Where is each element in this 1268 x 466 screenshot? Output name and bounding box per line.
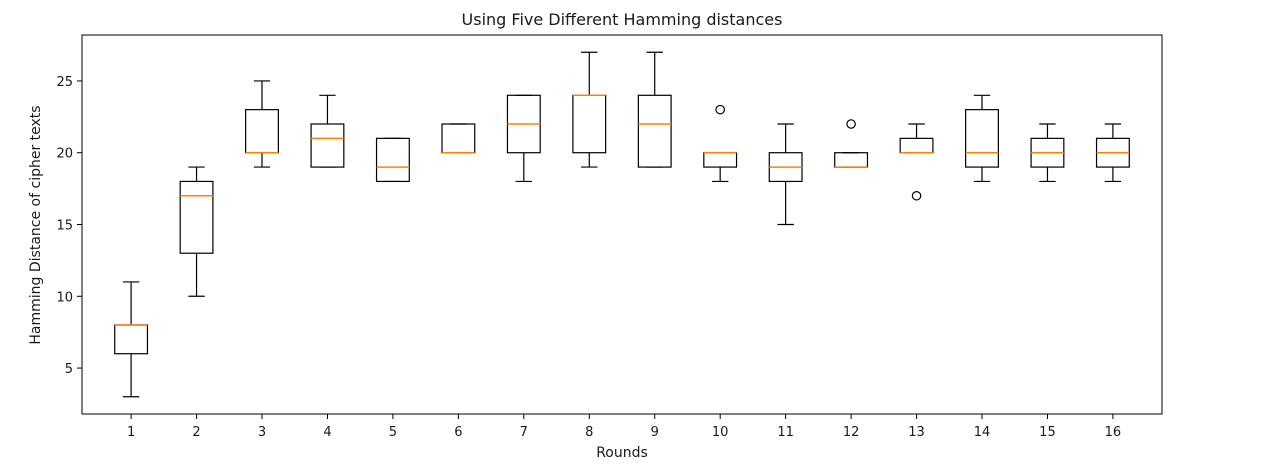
box-body (375, 137, 410, 183)
x-tick-label: 13 (908, 425, 925, 440)
box-6 (441, 123, 476, 154)
box-2 (179, 166, 214, 297)
box-1 (114, 281, 149, 398)
x-tick-label: 8 (585, 425, 593, 440)
box-13 (899, 123, 934, 201)
x-axis: 1 2 3 4 5 6 7 8 9 10 11 12 13 14 15 16 (127, 414, 1121, 440)
box-9 (637, 51, 672, 168)
box-body (310, 123, 345, 168)
box-10 (703, 104, 738, 183)
outlier-point (715, 104, 725, 115)
box-body (179, 180, 214, 254)
box-body (703, 152, 738, 168)
box-16 (1095, 123, 1130, 183)
x-tick-label: 5 (389, 425, 397, 440)
outlier-point (911, 190, 922, 201)
box-body (114, 324, 149, 355)
box-body (572, 94, 607, 154)
box-body (637, 94, 672, 168)
box-11 (768, 123, 803, 226)
outlier-point (846, 119, 856, 129)
plot-frame (81, 34, 1163, 415)
box-7 (506, 94, 541, 183)
y-tick-label: 15 (56, 219, 73, 234)
x-axis-label: Rounds (596, 445, 648, 461)
box-14 (965, 94, 999, 183)
box-12 (834, 119, 869, 168)
y-tick-label: 5 (65, 362, 73, 377)
x-tick-label: 16 (1105, 425, 1122, 440)
box-8 (572, 51, 607, 168)
x-tick-label: 15 (1039, 425, 1056, 440)
box-body (834, 152, 869, 168)
x-tick-label: 7 (520, 425, 528, 440)
chart-title: Using Five Different Hamming distances (462, 10, 783, 29)
x-tick-label: 11 (777, 425, 794, 440)
y-axis: 5 10 15 20 25 (56, 75, 82, 377)
x-tick-label: 4 (323, 425, 331, 440)
x-tick-label: 14 (974, 425, 991, 440)
box-5 (375, 137, 410, 183)
box-body (899, 137, 934, 154)
x-tick-label: 6 (454, 425, 462, 440)
x-tick-label: 10 (712, 425, 729, 440)
y-tick-label: 25 (56, 75, 73, 90)
x-tick-label: 1 (127, 425, 135, 440)
box-3 (245, 80, 279, 168)
y-tick-label: 10 (56, 290, 73, 305)
x-tick-label: 12 (843, 425, 860, 440)
y-tick-label: 20 (56, 147, 73, 162)
x-tick-label: 2 (192, 425, 200, 440)
box-15 (1030, 123, 1065, 183)
box-4 (310, 94, 345, 168)
x-tick-label: 3 (258, 425, 266, 440)
box-body (245, 109, 279, 154)
y-axis-label: Hamming Distance of cipher texts (28, 105, 44, 344)
x-tick-label: 9 (651, 425, 659, 440)
box-body (441, 123, 476, 154)
box-body (965, 109, 999, 168)
box-series (114, 51, 1130, 398)
